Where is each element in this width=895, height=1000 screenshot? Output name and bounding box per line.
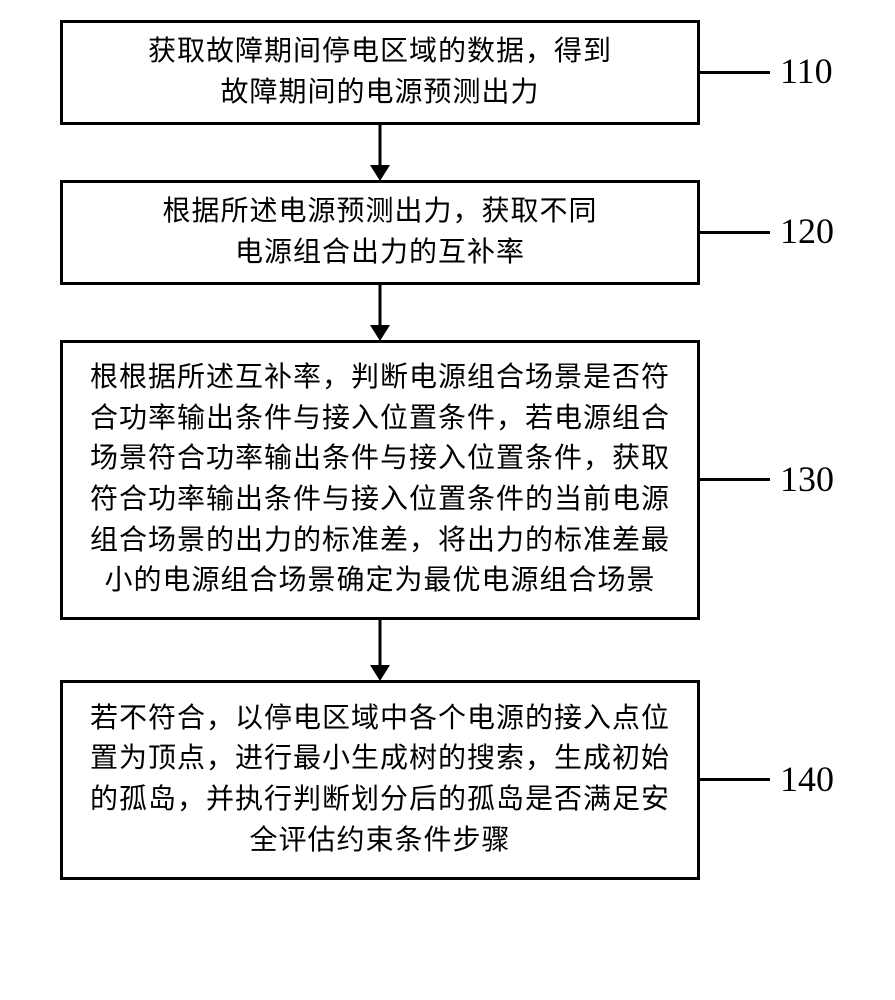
connector-line-1 — [700, 71, 770, 74]
arrow-3-line — [379, 620, 382, 667]
step-2-label: 120 — [780, 210, 834, 252]
flowchart-step-3: 根根据所述互补率，判断电源组合场景是否符合功率输出条件与接入位置条件，若电源组合… — [60, 340, 700, 620]
arrow-2-head — [370, 325, 390, 341]
step-3-text: 根根据所述互补率，判断电源组合场景是否符合功率输出条件与接入位置条件，若电源组合… — [83, 358, 677, 602]
step-3-label: 130 — [780, 458, 834, 500]
flowchart-step-2: 根据所述电源预测出力，获取不同电源组合出力的互补率 — [60, 180, 700, 285]
arrow-1-head — [370, 165, 390, 181]
flowchart-container: 获取故障期间停电区域的数据，得到故障期间的电源预测出力 110 根据所述电源预测… — [0, 0, 895, 1000]
connector-line-4 — [700, 778, 770, 781]
step-4-label: 140 — [780, 758, 834, 800]
arrow-2-line — [379, 285, 382, 327]
step-2-text: 根据所述电源预测出力，获取不同电源组合出力的互补率 — [162, 192, 597, 273]
connector-line-3 — [700, 478, 770, 481]
flowchart-step-1: 获取故障期间停电区域的数据，得到故障期间的电源预测出力 — [60, 20, 700, 125]
arrow-3-head — [370, 665, 390, 681]
connector-line-2 — [700, 231, 770, 234]
step-1-label: 110 — [780, 50, 833, 92]
flowchart-step-4: 若不符合，以停电区域中各个电源的接入点位置为顶点，进行最小生成树的搜索，生成初始… — [60, 680, 700, 880]
arrow-1-line — [379, 125, 382, 167]
step-1-text: 获取故障期间停电区域的数据，得到故障期间的电源预测出力 — [148, 32, 612, 113]
step-4-text: 若不符合，以停电区域中各个电源的接入点位置为顶点，进行最小生成树的搜索，生成初始… — [83, 699, 677, 861]
